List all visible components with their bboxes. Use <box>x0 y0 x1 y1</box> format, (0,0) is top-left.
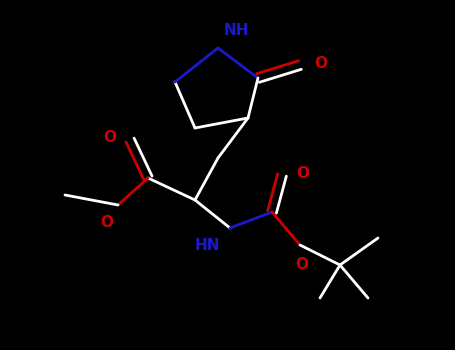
Text: O: O <box>100 215 113 230</box>
Text: NH: NH <box>224 23 249 38</box>
Text: O: O <box>295 257 308 272</box>
Text: HN: HN <box>194 238 220 253</box>
Text: O: O <box>296 166 309 181</box>
Text: O: O <box>103 131 116 146</box>
Text: O: O <box>314 56 327 70</box>
